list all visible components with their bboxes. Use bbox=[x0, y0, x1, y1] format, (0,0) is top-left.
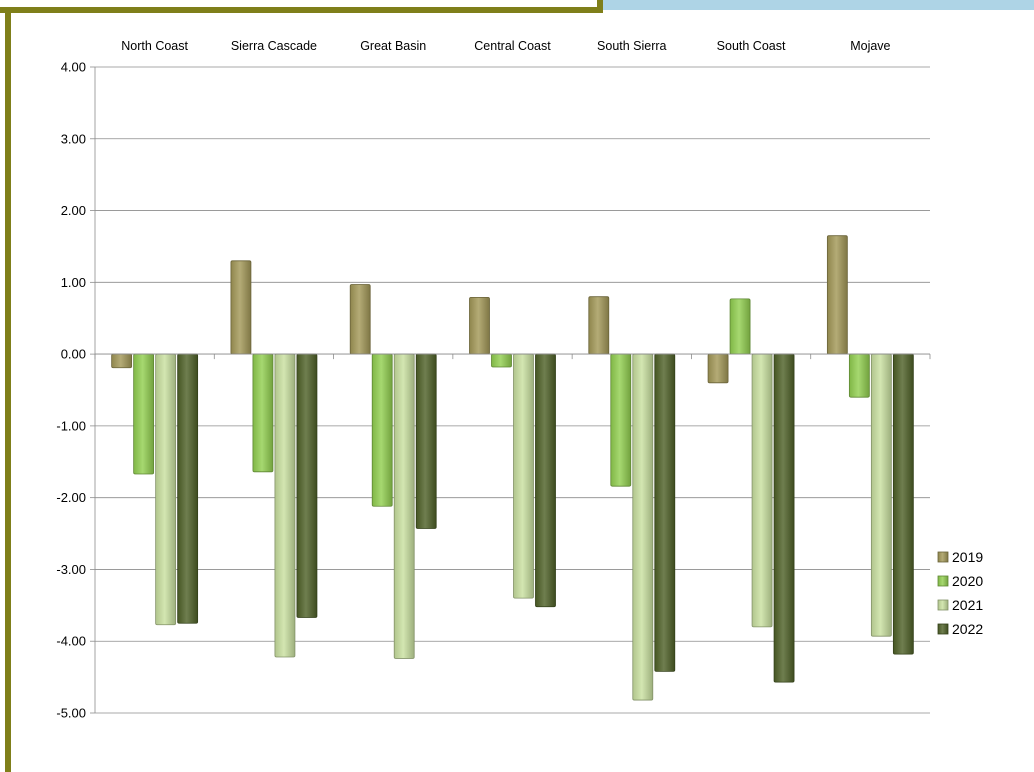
bar-south-sierra-2020 bbox=[610, 353, 632, 487]
category-labels: North Coast Sierra Cascade Great Basin Cent… bbox=[121, 39, 890, 53]
legend-swatch-2021 bbox=[937, 599, 949, 611]
y-tick-label: -3.00 bbox=[56, 562, 86, 577]
category-label-south-sierra: South Sierra bbox=[597, 39, 667, 53]
y-tick-label: -5.00 bbox=[56, 706, 86, 721]
y-tick-label: 2.00 bbox=[61, 203, 86, 218]
bar-south-coast-2022 bbox=[773, 353, 795, 683]
category-label-central-coast: Central Coast bbox=[474, 39, 551, 53]
y-tick-label: -2.00 bbox=[56, 490, 86, 505]
bars bbox=[111, 235, 914, 701]
bar-great-basin-2019 bbox=[349, 284, 371, 355]
legend-label-2022: 2022 bbox=[952, 621, 983, 637]
y-tick-label: 1.00 bbox=[61, 275, 86, 290]
legend-swatch-2020 bbox=[937, 575, 949, 587]
bar-mojave-2022 bbox=[892, 353, 914, 655]
category-label-north-coast: North Coast bbox=[121, 39, 188, 53]
legend-swatch-2019 bbox=[937, 551, 949, 563]
y-tick-label: 3.00 bbox=[61, 131, 86, 146]
bar-great-basin-2022 bbox=[415, 353, 437, 529]
legend-swatch-2022 bbox=[937, 623, 949, 635]
bar-south-coast-2021 bbox=[751, 353, 773, 628]
bar-mojave-2021 bbox=[870, 353, 892, 637]
gridlines bbox=[90, 66, 930, 714]
bar-mojave-2020 bbox=[848, 353, 870, 398]
bar-sierra-cascade-2019 bbox=[230, 260, 252, 355]
bar-south-sierra-2022 bbox=[654, 353, 676, 672]
bar-north-coast-2022 bbox=[177, 353, 199, 624]
y-tick-label: 4.00 bbox=[61, 60, 86, 75]
bar-central-coast-2021 bbox=[513, 353, 534, 599]
bar-south-coast-2019 bbox=[707, 353, 729, 384]
bar-sierra-cascade-2022 bbox=[296, 353, 318, 618]
bar-south-sierra-2019 bbox=[588, 296, 610, 355]
legend-label-2021: 2021 bbox=[952, 597, 983, 613]
legend-label-2019: 2019 bbox=[952, 549, 983, 565]
bar-great-basin-2020 bbox=[371, 353, 393, 507]
bar-central-coast-2020 bbox=[491, 353, 512, 368]
bar-north-coast-2021 bbox=[155, 353, 177, 626]
y-tick-label: -1.00 bbox=[56, 418, 86, 433]
bar-north-coast-2020 bbox=[133, 353, 155, 475]
bar-sierra-cascade-2021 bbox=[274, 353, 296, 658]
bar-great-basin-2021 bbox=[393, 353, 415, 659]
zero-axis bbox=[94, 353, 931, 360]
category-label-sierra-cascade: Sierra Cascade bbox=[231, 39, 317, 53]
legend: 2019 2020 2021 2022 bbox=[937, 549, 983, 637]
bar-sierra-cascade-2020 bbox=[252, 353, 274, 473]
bar-central-coast-2019 bbox=[469, 297, 490, 355]
category-label-great-basin: Great Basin bbox=[360, 39, 426, 53]
bar-north-coast-2019 bbox=[111, 353, 133, 369]
top-right-accent bbox=[600, 0, 1034, 10]
y-tick-label: -4.00 bbox=[56, 634, 86, 649]
bar-south-sierra-2021 bbox=[632, 353, 654, 701]
category-label-south-coast: South Coast bbox=[717, 39, 786, 53]
y-tick-label: 0.00 bbox=[61, 347, 86, 362]
legend-label-2020: 2020 bbox=[952, 573, 983, 589]
category-label-mojave: Mojave bbox=[850, 39, 890, 53]
bar-mojave-2019 bbox=[826, 235, 848, 355]
bar-central-coast-2022 bbox=[535, 353, 556, 608]
bar-south-coast-2020 bbox=[729, 298, 751, 355]
y-axis-ticks: 4.00 3.00 2.00 1.00 0.00 -1.00 -2.00 -3.00 -4.00… bbox=[56, 60, 86, 721]
